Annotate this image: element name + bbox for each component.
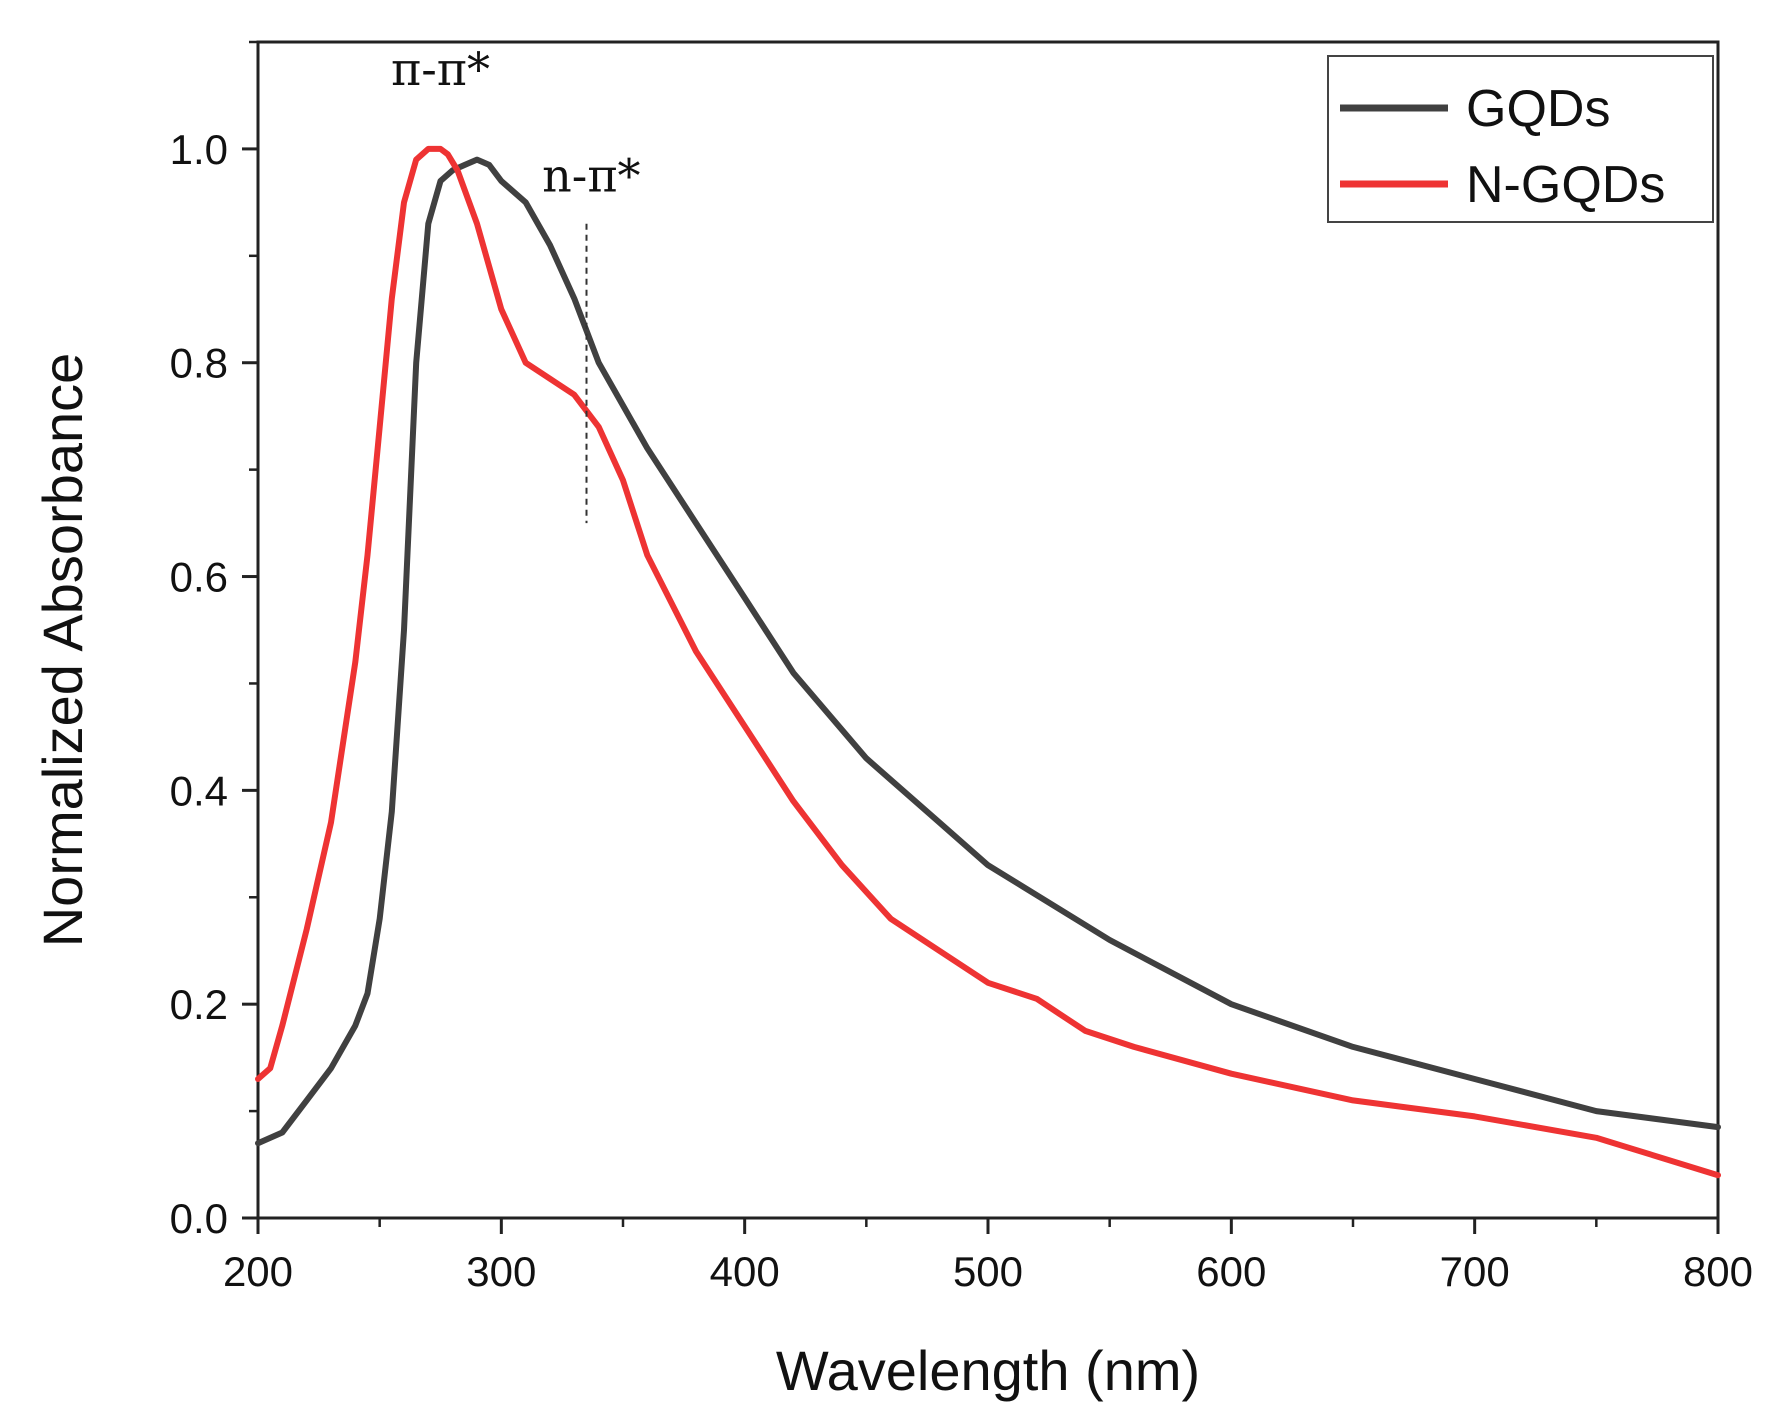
legend-label: N-GQDs xyxy=(1466,156,1665,214)
series-layer xyxy=(255,145,1721,1179)
x-tick-label: 200 xyxy=(223,1248,293,1295)
axis-ticks: 200 300 400 500 600 700 800 0.0 0.2 0.4 0.6 0.8 1.0 xyxy=(170,40,1753,1295)
x-tick-label: 700 xyxy=(1440,1248,1510,1295)
y-tick-label: 0.4 xyxy=(170,767,228,814)
legend: GQDs N-GQDs xyxy=(1327,55,1714,223)
series-line-n-gqds xyxy=(255,145,1721,1179)
y-tick-label: 0.8 xyxy=(170,340,228,387)
y-tick-label: 0.2 xyxy=(170,981,228,1028)
annotation-label: π-π* xyxy=(391,42,490,96)
x-tick-label: 500 xyxy=(953,1248,1023,1295)
y-tick-label: 0.6 xyxy=(170,554,228,601)
x-tick-label: 800 xyxy=(1683,1248,1753,1295)
x-tick-label: 300 xyxy=(466,1248,536,1295)
annotation-label: n-π* xyxy=(542,149,640,203)
series-line-gqds xyxy=(255,156,1721,1147)
x-tick-label: 400 xyxy=(710,1248,780,1295)
y-tick-label: 0.0 xyxy=(170,1195,228,1242)
y-axis-title: Normalized Absorbance xyxy=(31,353,94,948)
legend-box xyxy=(1327,55,1714,223)
y-tick-label: 1.0 xyxy=(170,126,228,173)
x-axis-title: Wavelength (nm) xyxy=(776,1339,1200,1402)
x-tick-label: 600 xyxy=(1196,1248,1266,1295)
legend-label: GQDs xyxy=(1466,80,1610,138)
annotations: π-π* n-π* xyxy=(391,42,641,524)
